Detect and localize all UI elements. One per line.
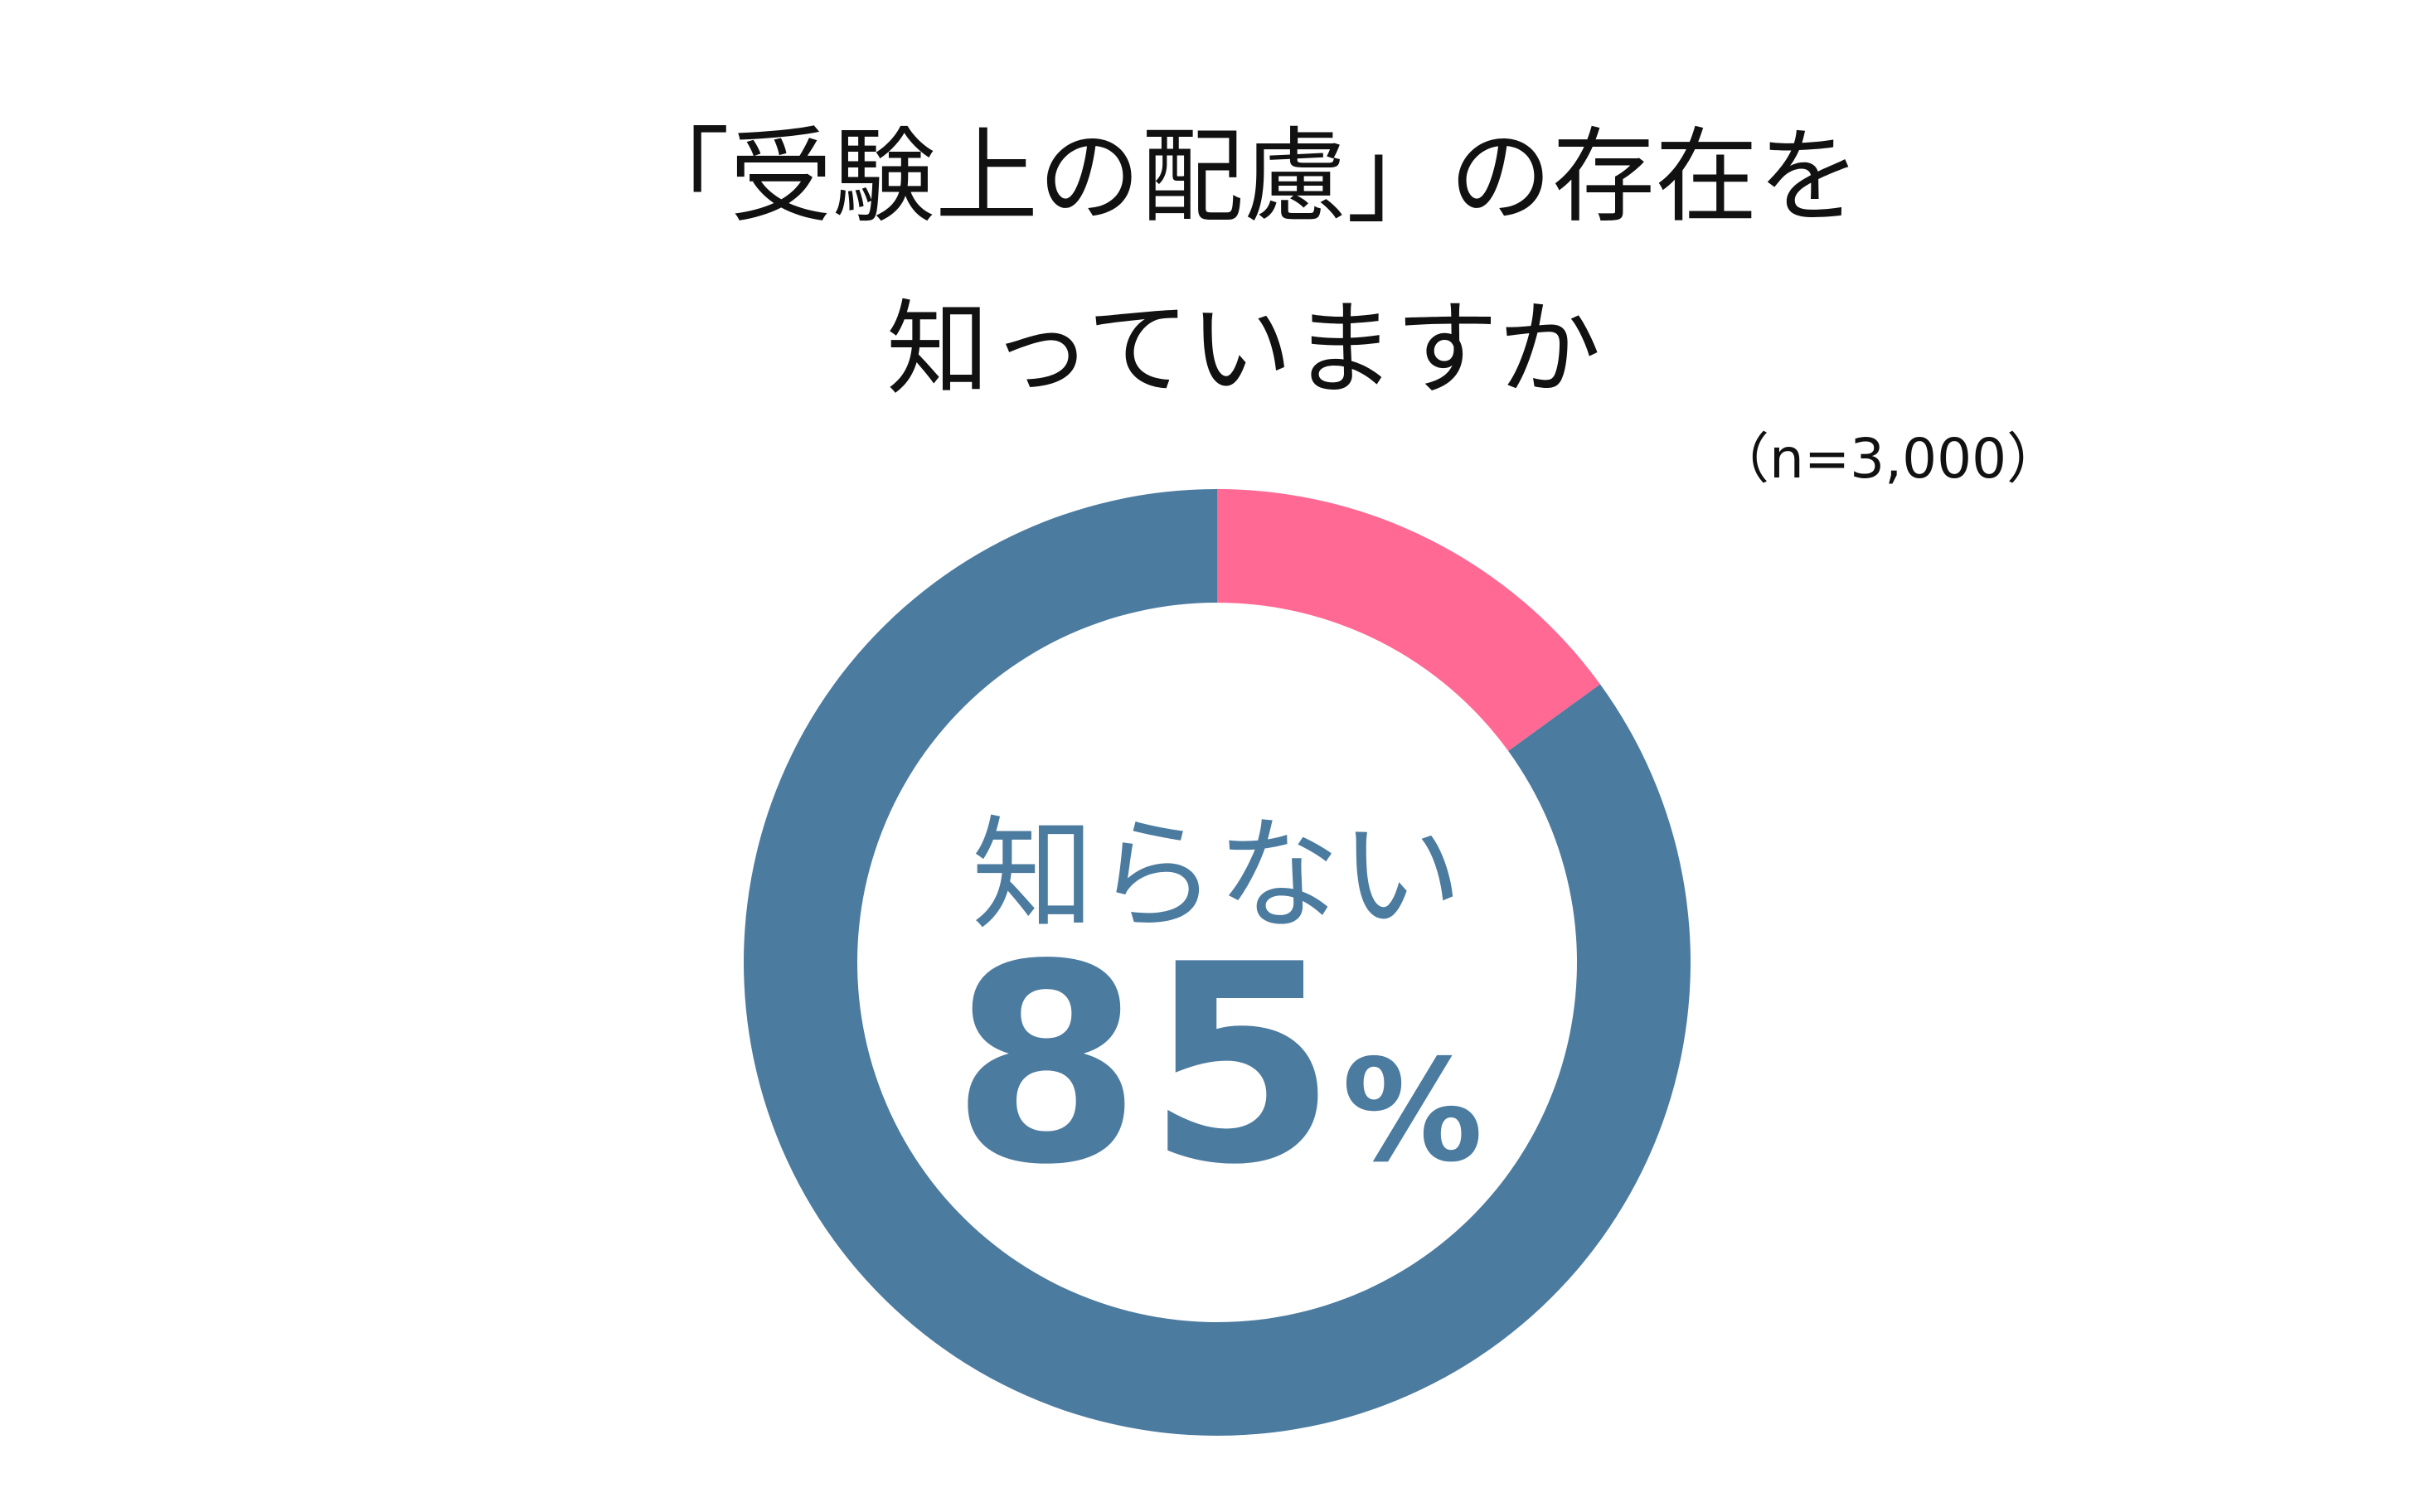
sample-size: （n=3,000） [1715, 427, 2062, 491]
center-label: 知らない [972, 804, 1463, 947]
center-percentage: 85% [951, 928, 1483, 1202]
center-unit: % [1341, 1030, 1483, 1194]
donut-slice-1 [1217, 489, 1600, 751]
center-value: 85 [951, 906, 1342, 1224]
chart-title-line-2: 知っていますか [886, 290, 1601, 410]
chart-title-line-1: 「受験上の配慮」の存在を [626, 118, 1861, 237]
